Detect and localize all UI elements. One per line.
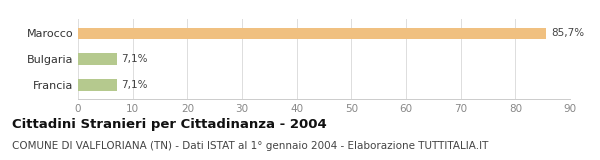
Text: 7,1%: 7,1% <box>121 54 148 64</box>
Text: COMUNE DI VALFLORIANA (TN) - Dati ISTAT al 1° gennaio 2004 - Elaborazione TUTTIT: COMUNE DI VALFLORIANA (TN) - Dati ISTAT … <box>12 141 488 151</box>
Text: 85,7%: 85,7% <box>551 28 584 38</box>
Bar <box>78 79 117 91</box>
Text: Cittadini Stranieri per Cittadinanza - 2004: Cittadini Stranieri per Cittadinanza - 2… <box>12 118 327 131</box>
Bar <box>78 28 547 39</box>
Text: 7,1%: 7,1% <box>121 80 148 90</box>
Bar <box>78 53 117 65</box>
